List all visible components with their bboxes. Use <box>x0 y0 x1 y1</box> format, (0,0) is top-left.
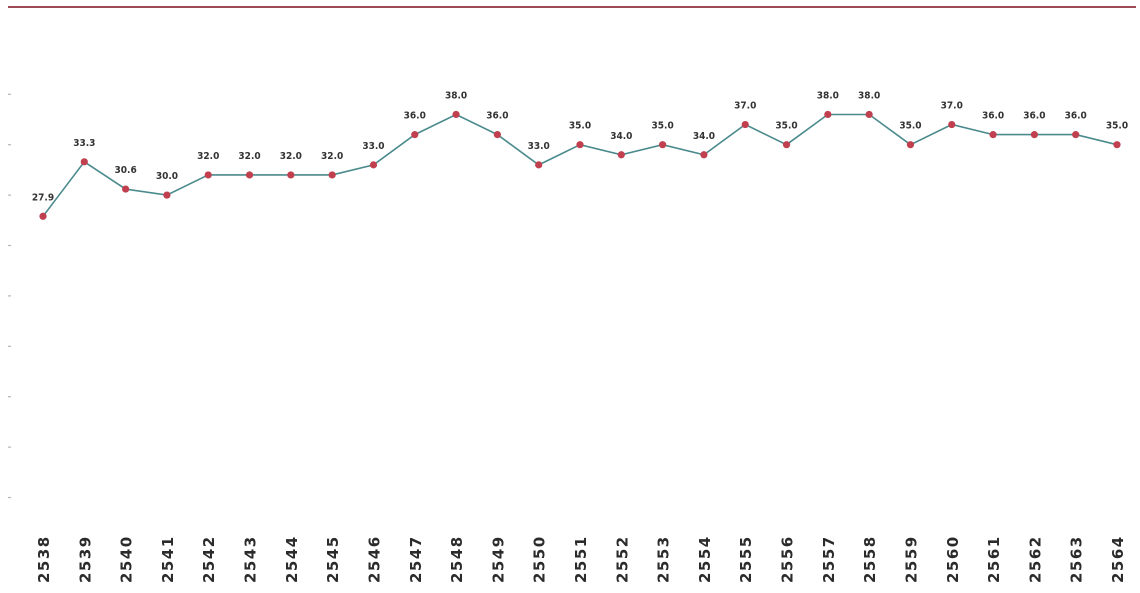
x-tick-label: 2562 <box>1026 535 1044 583</box>
data-label: 36.0 <box>486 111 508 122</box>
data-label: 33.0 <box>528 141 550 152</box>
data-point <box>1030 131 1038 139</box>
x-tick-label: 2557 <box>820 535 838 583</box>
x-tick-label: 2545 <box>324 535 342 583</box>
data-point <box>700 151 708 159</box>
data-label: 36.0 <box>404 111 426 122</box>
data-label: 35.0 <box>775 121 797 132</box>
data-point <box>411 131 419 139</box>
data-label: 36.0 <box>1023 111 1045 122</box>
x-tick-label: 2552 <box>613 535 631 583</box>
data-label: 35.0 <box>652 121 674 132</box>
data-label: 32.0 <box>280 151 302 162</box>
data-label: 38.0 <box>445 90 467 101</box>
data-point <box>245 171 254 179</box>
data-label: 35.0 <box>569 121 591 132</box>
data-label: 37.0 <box>941 101 963 112</box>
data-label: 33.0 <box>362 141 384 152</box>
x-tick-label: 2559 <box>902 535 920 583</box>
data-point <box>824 110 832 119</box>
x-tick-label: 2553 <box>655 535 673 583</box>
data-label: 27.9 <box>32 192 54 203</box>
x-tick-label: 2547 <box>407 535 425 583</box>
data-point <box>576 141 584 149</box>
y-axis-ticks <box>8 93 11 499</box>
data-point <box>948 120 956 129</box>
data-label: 36.0 <box>1065 111 1087 122</box>
x-tick-label: 2561 <box>985 535 1003 583</box>
data-label: 38.0 <box>817 90 839 101</box>
x-tick-label: 2546 <box>365 535 383 583</box>
data-label: 37.0 <box>734 101 756 112</box>
x-tick-label: 2563 <box>1068 535 1086 583</box>
x-tick-label: 2554 <box>696 535 714 583</box>
data-point <box>163 191 171 199</box>
data-point <box>865 110 873 119</box>
data-label: 38.0 <box>858 90 880 101</box>
data-point <box>493 131 501 139</box>
data-point <box>287 171 295 179</box>
data-point <box>535 161 543 169</box>
data-labels: 27.9 33.3 30.6 30.0 32.0 32.0 32.0 32.0 33.0 36.0… <box>32 90 1128 203</box>
data-label: 30.6 <box>115 165 137 176</box>
x-tick-label: 2560 <box>944 535 962 583</box>
data-label: 32.0 <box>197 151 219 162</box>
x-tick-label: 2548 <box>448 535 466 583</box>
x-tick-label: 2538 <box>35 535 53 583</box>
data-point <box>369 161 378 169</box>
data-point <box>659 141 667 149</box>
x-tick-label: 2558 <box>861 535 879 583</box>
data-label: 32.0 <box>238 151 260 162</box>
x-axis-tick-labels: 2538 2539 2540 2541 2542 2543 2544 2545 2546 2547… <box>35 535 1127 583</box>
data-point <box>1113 141 1121 149</box>
data-label: 34.0 <box>693 131 715 142</box>
data-label: 32.0 <box>321 151 343 162</box>
data-point <box>122 185 130 193</box>
x-tick-label: 2550 <box>531 535 549 583</box>
data-point <box>204 171 212 179</box>
x-tick-label: 2555 <box>737 535 755 583</box>
data-point <box>617 151 625 159</box>
data-point <box>80 158 88 166</box>
x-tick-label: 2539 <box>76 535 94 583</box>
x-tick-label: 2556 <box>779 535 797 583</box>
data-label: 34.0 <box>610 131 632 142</box>
x-tick-label: 2542 <box>200 535 218 583</box>
data-point <box>782 141 791 149</box>
x-tick-label: 2549 <box>489 535 507 583</box>
data-point <box>906 141 915 149</box>
data-points <box>39 110 1121 220</box>
x-tick-label: 2540 <box>118 535 136 583</box>
data-label: 36.0 <box>982 111 1004 122</box>
data-point <box>452 110 460 119</box>
x-tick-label: 2541 <box>159 535 177 583</box>
x-tick-label: 2544 <box>283 535 301 583</box>
data-point <box>741 120 749 129</box>
x-tick-label: 2543 <box>242 535 260 583</box>
x-tick-label: 2564 <box>1109 535 1127 583</box>
data-label: 33.3 <box>73 138 95 149</box>
data-label: 35.0 <box>899 121 921 132</box>
data-point <box>1072 131 1080 139</box>
x-tick-label: 2551 <box>572 535 590 583</box>
data-point <box>989 131 997 139</box>
data-label: 35.0 <box>1106 121 1128 132</box>
data-point <box>39 212 47 220</box>
data-label: 30.0 <box>156 171 178 182</box>
data-point <box>328 171 336 179</box>
